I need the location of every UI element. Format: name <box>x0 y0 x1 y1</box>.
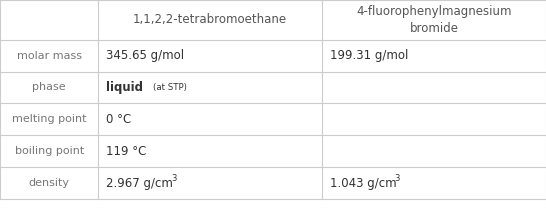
Text: 0 °C: 0 °C <box>106 113 132 126</box>
Text: (at STP): (at STP) <box>153 83 187 92</box>
Text: 3: 3 <box>395 174 400 183</box>
Text: molar mass: molar mass <box>16 51 82 60</box>
Text: 3: 3 <box>171 174 176 183</box>
Text: phase: phase <box>32 82 66 92</box>
Text: 119 °C: 119 °C <box>106 145 147 158</box>
Text: boiling point: boiling point <box>15 146 84 156</box>
Text: 2.967 g/cm: 2.967 g/cm <box>106 177 173 190</box>
Text: 4-fluorophenylmagnesium
bromide: 4-fluorophenylmagnesium bromide <box>357 5 512 35</box>
Text: melting point: melting point <box>12 114 86 124</box>
Text: 345.65 g/mol: 345.65 g/mol <box>106 49 185 62</box>
Text: 1,1,2,2-tetrabromoethane: 1,1,2,2-tetrabromoethane <box>133 13 287 26</box>
Text: 1.043 g/cm: 1.043 g/cm <box>330 177 397 190</box>
Text: liquid: liquid <box>106 81 144 94</box>
Text: density: density <box>28 178 70 188</box>
Text: 199.31 g/mol: 199.31 g/mol <box>330 49 409 62</box>
